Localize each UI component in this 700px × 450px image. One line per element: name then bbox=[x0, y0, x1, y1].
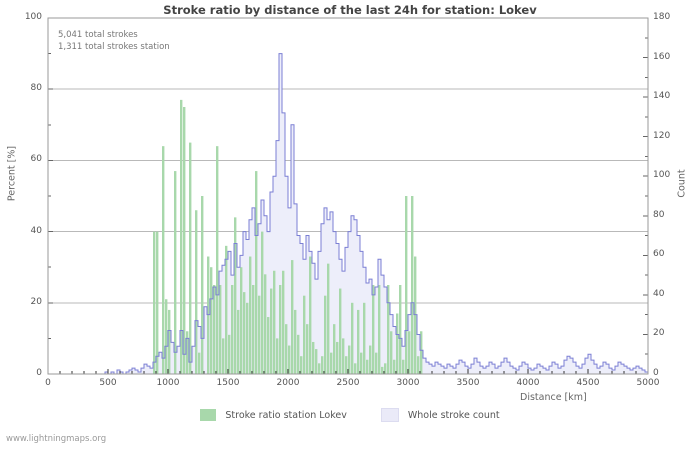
x-axis-tick: 4500 bbox=[576, 378, 600, 388]
y-axis-tick-left: 100 bbox=[24, 12, 42, 22]
series-whole-stroke-count-area bbox=[48, 53, 648, 374]
y-axis-tick-right: 20 bbox=[653, 328, 665, 339]
chart-title: Stroke ratio by distance of the last 24h… bbox=[163, 3, 537, 17]
legend-item[interactable]: Stroke ratio station Lokev bbox=[200, 409, 347, 421]
series-stroke-ratio-bars bbox=[153, 99, 423, 374]
x-axis-tick: 1500 bbox=[216, 378, 240, 388]
x-axis-tick: 5000 bbox=[636, 378, 660, 388]
y-axis-tick-right: 180 bbox=[653, 12, 671, 22]
y-axis-tick-right: 40 bbox=[653, 288, 665, 299]
x-axis-tick: 2000 bbox=[276, 378, 300, 388]
y-axis-tick-right: 100 bbox=[653, 170, 671, 181]
annotation-total-strokes: 5,041 total strokes bbox=[58, 30, 138, 40]
x-axis-tick: 4000 bbox=[516, 378, 540, 388]
legend-swatch-icon bbox=[380, 408, 399, 422]
x-axis-tick: 500 bbox=[99, 378, 117, 388]
y-axis-tick-left: 0 bbox=[36, 368, 42, 378]
annotation-total-strokes-station: 1,311 total strokes station bbox=[58, 42, 170, 52]
y-axis-tick-left: 80 bbox=[30, 83, 42, 94]
y-axis-label-left: Percent [%] bbox=[6, 145, 18, 202]
legend-label: Whole stroke count bbox=[407, 409, 500, 421]
x-axis-tick: 3000 bbox=[396, 378, 420, 388]
y-axis-tick-right: 120 bbox=[653, 130, 671, 141]
legend-swatch-icon bbox=[200, 409, 217, 421]
chart-legend: Stroke ratio station Lokev Whole stroke c… bbox=[0, 408, 700, 422]
legend-item[interactable]: Whole stroke count bbox=[380, 408, 500, 422]
y-axis-tick-left: 60 bbox=[30, 154, 42, 165]
footer-watermark: www.lightningmaps.org bbox=[6, 434, 107, 444]
y-axis-tick-right: 140 bbox=[653, 91, 671, 102]
x-axis-tick: 1000 bbox=[156, 378, 180, 388]
x-axis-tick: 2500 bbox=[336, 378, 360, 388]
plot-frame bbox=[47, 17, 649, 375]
y-axis-tick-right: 80 bbox=[653, 209, 665, 220]
series-whole-stroke-count-line bbox=[48, 53, 648, 375]
x-axis-tick: 0 bbox=[45, 378, 51, 388]
legend-label: Stroke ratio station Lokev bbox=[225, 409, 347, 421]
y-axis-tick-right: 160 bbox=[653, 51, 671, 62]
y-axis-tick-right: 60 bbox=[653, 249, 665, 260]
y-axis-tick-left: 40 bbox=[30, 225, 42, 236]
x-axis-tick: 3500 bbox=[456, 378, 480, 388]
y-axis-tick-right: 0 bbox=[653, 368, 659, 378]
y-axis-tick-left: 20 bbox=[30, 296, 42, 307]
y-axis-label-right: Count bbox=[676, 169, 688, 198]
x-axis-label: Distance [km] bbox=[520, 392, 587, 403]
